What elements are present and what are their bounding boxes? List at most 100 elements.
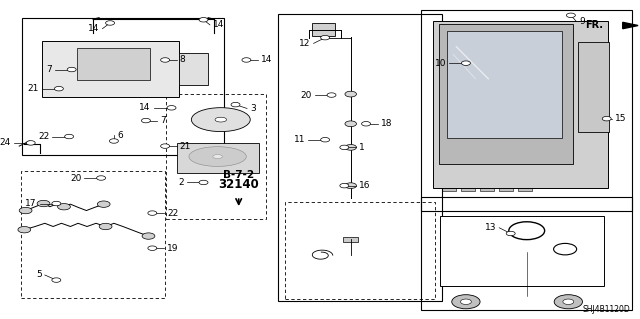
Ellipse shape	[191, 108, 250, 132]
Circle shape	[321, 35, 330, 40]
Circle shape	[321, 137, 330, 142]
Text: 11: 11	[294, 135, 305, 144]
Circle shape	[554, 243, 577, 255]
Bar	[499, 186, 513, 191]
Circle shape	[199, 18, 208, 22]
Circle shape	[452, 295, 480, 309]
Circle shape	[566, 13, 575, 18]
Bar	[480, 186, 494, 191]
Bar	[177, 143, 259, 173]
Bar	[518, 186, 532, 191]
Bar	[179, 53, 208, 85]
Circle shape	[97, 201, 110, 207]
Text: 20: 20	[300, 91, 312, 100]
Text: 16: 16	[359, 181, 371, 190]
Circle shape	[345, 91, 356, 97]
Circle shape	[327, 93, 336, 97]
Circle shape	[461, 299, 471, 304]
Text: FR.: FR.	[586, 20, 604, 30]
Text: 13: 13	[484, 223, 496, 232]
Text: 14: 14	[213, 20, 225, 29]
Circle shape	[148, 246, 157, 250]
Bar	[461, 186, 475, 191]
Text: 21: 21	[28, 84, 39, 93]
Ellipse shape	[215, 117, 227, 122]
Circle shape	[340, 183, 349, 188]
Bar	[77, 48, 150, 80]
Circle shape	[242, 58, 251, 62]
Bar	[440, 216, 604, 286]
Text: 6: 6	[117, 131, 123, 140]
Circle shape	[109, 139, 118, 143]
Text: 5: 5	[36, 271, 42, 279]
Text: 22: 22	[38, 132, 49, 141]
Polygon shape	[444, 227, 594, 255]
Circle shape	[362, 122, 371, 126]
Text: 15: 15	[615, 114, 627, 123]
Circle shape	[345, 121, 356, 127]
Bar	[285, 202, 435, 299]
Circle shape	[345, 145, 356, 150]
Bar	[450, 231, 578, 247]
Circle shape	[199, 180, 208, 185]
Bar	[434, 148, 442, 159]
Bar	[421, 197, 632, 310]
Text: 8: 8	[180, 56, 186, 64]
Text: 18: 18	[381, 119, 392, 128]
Text: 2: 2	[178, 178, 184, 187]
Circle shape	[65, 134, 74, 139]
Text: 7: 7	[161, 116, 166, 125]
Text: 22: 22	[167, 209, 179, 218]
Text: 10: 10	[435, 59, 446, 68]
Text: 20: 20	[70, 174, 81, 182]
Bar	[434, 130, 442, 141]
Circle shape	[231, 102, 240, 107]
Text: 7: 7	[46, 65, 52, 74]
Circle shape	[52, 278, 61, 282]
Circle shape	[67, 67, 76, 72]
Bar	[45, 67, 70, 71]
Text: 3: 3	[250, 104, 256, 113]
Bar	[421, 10, 632, 211]
Polygon shape	[623, 22, 638, 29]
Circle shape	[141, 118, 150, 123]
Circle shape	[106, 21, 115, 25]
Bar	[278, 14, 442, 301]
Text: 24: 24	[0, 138, 11, 147]
Circle shape	[167, 106, 176, 110]
Circle shape	[58, 204, 70, 210]
Circle shape	[506, 231, 515, 236]
Circle shape	[54, 86, 63, 91]
Text: B-7-2: B-7-2	[223, 170, 254, 180]
Bar	[45, 73, 70, 77]
Text: 9: 9	[579, 17, 585, 26]
Text: 21: 21	[180, 142, 191, 151]
Bar	[166, 94, 266, 219]
Bar	[434, 165, 442, 176]
Bar	[447, 31, 562, 138]
Bar	[442, 186, 456, 191]
Circle shape	[345, 183, 356, 189]
Circle shape	[161, 144, 170, 148]
Text: 14: 14	[88, 24, 99, 33]
Circle shape	[161, 58, 170, 62]
Ellipse shape	[212, 155, 223, 159]
Circle shape	[97, 176, 106, 180]
Circle shape	[99, 223, 112, 230]
Text: 1: 1	[359, 143, 365, 152]
Circle shape	[461, 61, 470, 65]
Circle shape	[602, 116, 611, 121]
Circle shape	[340, 145, 349, 150]
Bar	[42, 41, 179, 97]
Text: 19: 19	[167, 244, 179, 253]
Text: 14: 14	[261, 56, 273, 64]
Text: SHJ4B1120D: SHJ4B1120D	[582, 305, 630, 314]
Bar	[433, 21, 608, 188]
Circle shape	[18, 226, 31, 233]
Bar	[578, 42, 609, 132]
Bar	[22, 18, 224, 155]
Bar	[21, 171, 165, 298]
Circle shape	[26, 141, 35, 145]
Text: 17: 17	[25, 199, 36, 208]
Ellipse shape	[189, 147, 246, 167]
